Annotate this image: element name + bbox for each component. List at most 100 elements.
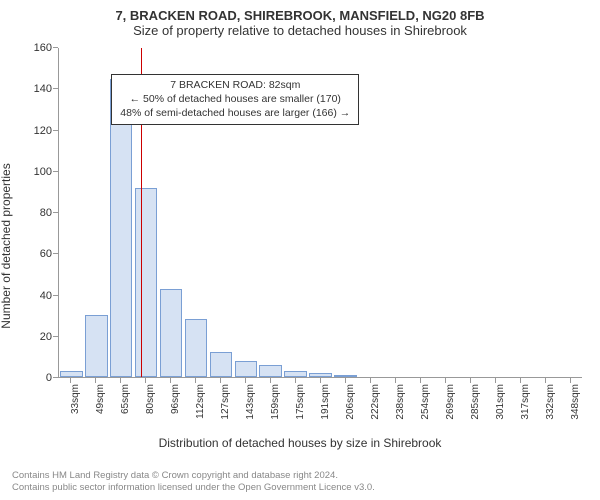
y-tick-label: 40 xyxy=(40,290,52,302)
x-tick-label: 269sqm xyxy=(445,384,456,420)
x-tick-slot: 96sqm xyxy=(158,378,183,434)
y-tick-label: 160 xyxy=(34,42,52,54)
x-tick-mark xyxy=(445,378,446,383)
x-tick-slot: 332sqm xyxy=(532,378,557,434)
bar-slot xyxy=(482,48,507,377)
x-tick-mark xyxy=(395,378,396,383)
histogram-bar xyxy=(210,352,232,377)
x-tick-slot: 191sqm xyxy=(308,378,333,434)
bar-slot xyxy=(532,48,557,377)
bar-slot xyxy=(408,48,433,377)
bar-slot xyxy=(383,48,408,377)
x-tick-mark xyxy=(470,378,471,383)
x-tick-label: 238sqm xyxy=(395,384,406,420)
x-tick-mark xyxy=(245,378,246,383)
histogram-bar xyxy=(334,375,356,377)
y-tick-label: 80 xyxy=(40,207,52,219)
footer-line1: Contains HM Land Registry data © Crown c… xyxy=(12,470,588,482)
address-title: 7, BRACKEN ROAD, SHIREBROOK, MANSFIELD, … xyxy=(12,8,588,23)
histogram-bar xyxy=(135,188,157,377)
x-tick-label: 33sqm xyxy=(70,384,81,414)
x-tick-slot: 143sqm xyxy=(233,378,258,434)
x-tick-slot: 159sqm xyxy=(258,378,283,434)
x-tick-mark xyxy=(195,378,196,383)
histogram-bar xyxy=(85,315,107,377)
x-tick-slot: 269sqm xyxy=(432,378,457,434)
bar-slot xyxy=(358,48,383,377)
x-axis-label: Distribution of detached houses by size … xyxy=(12,436,588,450)
x-tick-mark xyxy=(120,378,121,383)
x-tick-mark xyxy=(545,378,546,383)
y-tick-label: 60 xyxy=(40,248,52,260)
x-tick-mark xyxy=(320,378,321,383)
footer-line2: Contains public sector information licen… xyxy=(12,482,588,494)
x-tick-slot: 348sqm xyxy=(557,378,582,434)
x-tick-label: 80sqm xyxy=(145,384,156,414)
histogram-bar xyxy=(160,289,182,377)
x-tick-label: 143sqm xyxy=(245,384,256,420)
y-axis-ticks: 020406080100120140160 xyxy=(12,48,58,378)
x-tick-slot: 33sqm xyxy=(58,378,83,434)
x-tick-label: 222sqm xyxy=(370,384,381,420)
bar-slot xyxy=(59,48,84,377)
x-tick-slot: 254sqm xyxy=(407,378,432,434)
x-tick-label: 112sqm xyxy=(195,384,206,419)
bar-slot xyxy=(507,48,532,377)
x-tick-mark xyxy=(220,378,221,383)
x-tick-label: 254sqm xyxy=(420,384,431,420)
x-tick-label: 127sqm xyxy=(220,384,231,420)
subtitle: Size of property relative to detached ho… xyxy=(12,23,588,38)
annotation-line1: 7 BRACKEN ROAD: 82sqm xyxy=(120,79,350,93)
histogram-bar xyxy=(284,371,306,377)
plot-region: 7 BRACKEN ROAD: 82sqm ← 50% of detached … xyxy=(58,48,582,378)
histogram-bar xyxy=(185,319,207,377)
x-tick-slot: 80sqm xyxy=(133,378,158,434)
x-tick-label: 96sqm xyxy=(170,384,181,414)
x-tick-mark xyxy=(495,378,496,383)
x-tick-label: 175sqm xyxy=(295,384,306,420)
bar-slot xyxy=(84,48,109,377)
histogram-bar xyxy=(60,371,82,377)
bar-slot xyxy=(433,48,458,377)
x-tick-label: 191sqm xyxy=(320,384,331,420)
x-tick-mark xyxy=(520,378,521,383)
x-tick-slot: 127sqm xyxy=(208,378,233,434)
x-tick-mark xyxy=(145,378,146,383)
y-tick-label: 100 xyxy=(34,166,52,178)
histogram-bar xyxy=(235,361,257,377)
x-tick-label: 317sqm xyxy=(520,384,531,420)
x-axis-ticks: 33sqm 49sqm 65sqm 80sqm 96sqm 112sqm 127sqm 143… xyxy=(58,378,582,434)
x-tick-slot: 112sqm xyxy=(183,378,208,434)
bar-slot xyxy=(458,48,483,377)
x-tick-slot: 206sqm xyxy=(332,378,357,434)
histogram-bar xyxy=(259,365,281,377)
x-tick-slot: 49sqm xyxy=(83,378,108,434)
x-tick-slot: 238sqm xyxy=(382,378,407,434)
x-tick-slot: 301sqm xyxy=(482,378,507,434)
x-tick-mark xyxy=(270,378,271,383)
x-tick-label: 332sqm xyxy=(545,384,556,420)
x-tick-slot: 175sqm xyxy=(283,378,308,434)
x-tick-label: 159sqm xyxy=(270,384,281,420)
histogram-bar xyxy=(309,373,331,377)
x-tick-mark xyxy=(370,378,371,383)
y-tick-label: 120 xyxy=(34,125,52,137)
x-tick-mark xyxy=(295,378,296,383)
x-tick-mark xyxy=(70,378,71,383)
x-tick-slot: 65sqm xyxy=(108,378,133,434)
x-tick-mark xyxy=(95,378,96,383)
x-tick-mark xyxy=(570,378,571,383)
bar-slot xyxy=(557,48,582,377)
annotation-box: 7 BRACKEN ROAD: 82sqm ← 50% of detached … xyxy=(111,74,359,125)
x-tick-label: 49sqm xyxy=(95,384,106,414)
chart-title-block: 7, BRACKEN ROAD, SHIREBROOK, MANSFIELD, … xyxy=(12,8,588,38)
y-tick-label: 140 xyxy=(34,83,52,95)
x-tick-mark xyxy=(420,378,421,383)
x-tick-label: 65sqm xyxy=(120,384,131,414)
x-tick-slot: 317sqm xyxy=(507,378,532,434)
x-tick-label: 285sqm xyxy=(470,384,481,420)
y-tick-label: 0 xyxy=(46,372,52,384)
x-tick-mark xyxy=(345,378,346,383)
x-tick-label: 348sqm xyxy=(570,384,581,420)
x-tick-label: 206sqm xyxy=(345,384,356,420)
